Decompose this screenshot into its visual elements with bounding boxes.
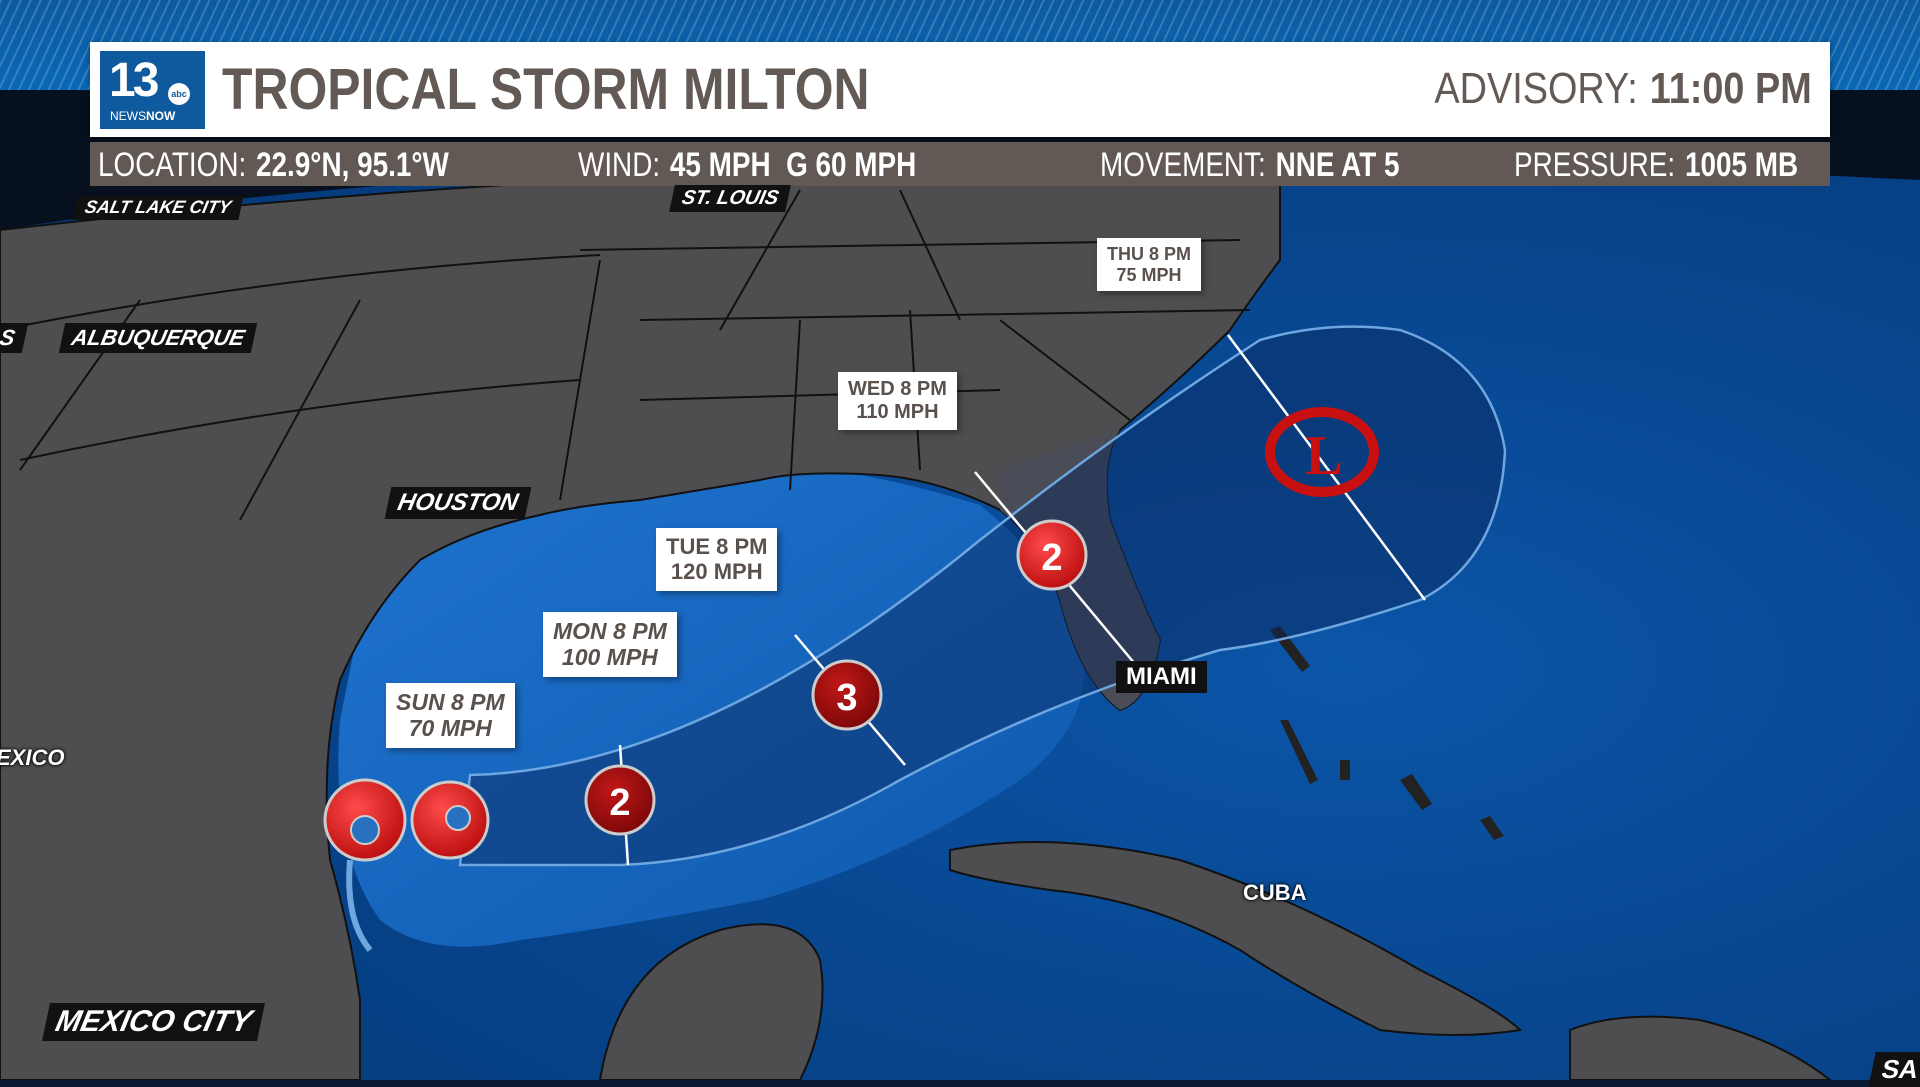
station-logo: 13 abc NEWSNOW	[100, 51, 205, 129]
forecast-cone	[458, 325, 1507, 867]
tropical-storm-icon	[323, 778, 490, 862]
wind-info: WIND: 45 MPH G 60 MPH	[578, 146, 917, 184]
city-label-miami: MIAMI	[1116, 661, 1207, 693]
movement-info: MOVEMENT: NNE AT 5	[1100, 146, 1400, 184]
advisory-label: ADVISORY:	[1434, 64, 1638, 113]
city-label-st-louis: ST. LOUIS	[669, 185, 792, 212]
forecast-label-mon: MON 8 PM 100 MPH	[543, 612, 677, 677]
category-2-icon-wed: 2	[1016, 519, 1088, 591]
svg-text:2: 2	[609, 782, 630, 824]
cuba	[949, 841, 1523, 1036]
city-label-partial-east: SA	[1868, 1052, 1920, 1087]
country-label-mexico: EXICO	[0, 745, 65, 770]
abc-logo-icon: abc	[168, 83, 190, 105]
forecast-label-tue: TUE 8 PM 120 MPH	[656, 528, 778, 591]
city-label-albuquerque: ALBUQUERQUE	[58, 323, 258, 353]
category-2-icon-mon: 2	[584, 764, 656, 836]
storm-title: TROPICAL STORM MILTON	[222, 57, 870, 122]
storm-info-bar: LOCATION: 22.9°N, 95.1°W WIND: 45 MPH G 60…	[90, 142, 1830, 186]
logo-number: 13	[109, 54, 159, 107]
advisory-time: ADVISORY: 11:00 PM	[1435, 64, 1812, 114]
location-info: LOCATION: 22.9°N, 95.1°W	[98, 146, 449, 184]
title-bar: 13 abc NEWSNOW TROPICAL STORM MILTON ADV…	[90, 42, 1830, 137]
svg-text:L: L	[1305, 425, 1342, 487]
forecast-label-sun: SUN 8 PM 70 MPH	[386, 683, 515, 748]
low-pressure-icon-thu: L	[1265, 407, 1379, 497]
svg-text:2: 2	[1041, 537, 1062, 579]
forecast-label-thu: THU 8 PM 75 MPH	[1097, 238, 1202, 292]
city-label-salt-lake-city: SALT LAKE CITY	[72, 195, 244, 220]
category-3-icon-tue: 3	[811, 659, 883, 731]
country-label-cuba: CUBA	[1243, 880, 1307, 905]
gulf-of-mexico	[338, 470, 1084, 947]
advisory-value: 11:00 PM	[1650, 64, 1812, 113]
forecast-label-wed: WED 8 PM 110 MPH	[838, 372, 957, 430]
logo-brand: NEWSNOW	[110, 109, 176, 123]
svg-text:3: 3	[836, 677, 857, 719]
city-label-mexico-city: MEXICO CITY	[41, 1003, 266, 1041]
city-label-houston: HOUSTON	[384, 487, 531, 519]
pressure-info: PRESSURE: 1005 MB	[1514, 146, 1799, 184]
